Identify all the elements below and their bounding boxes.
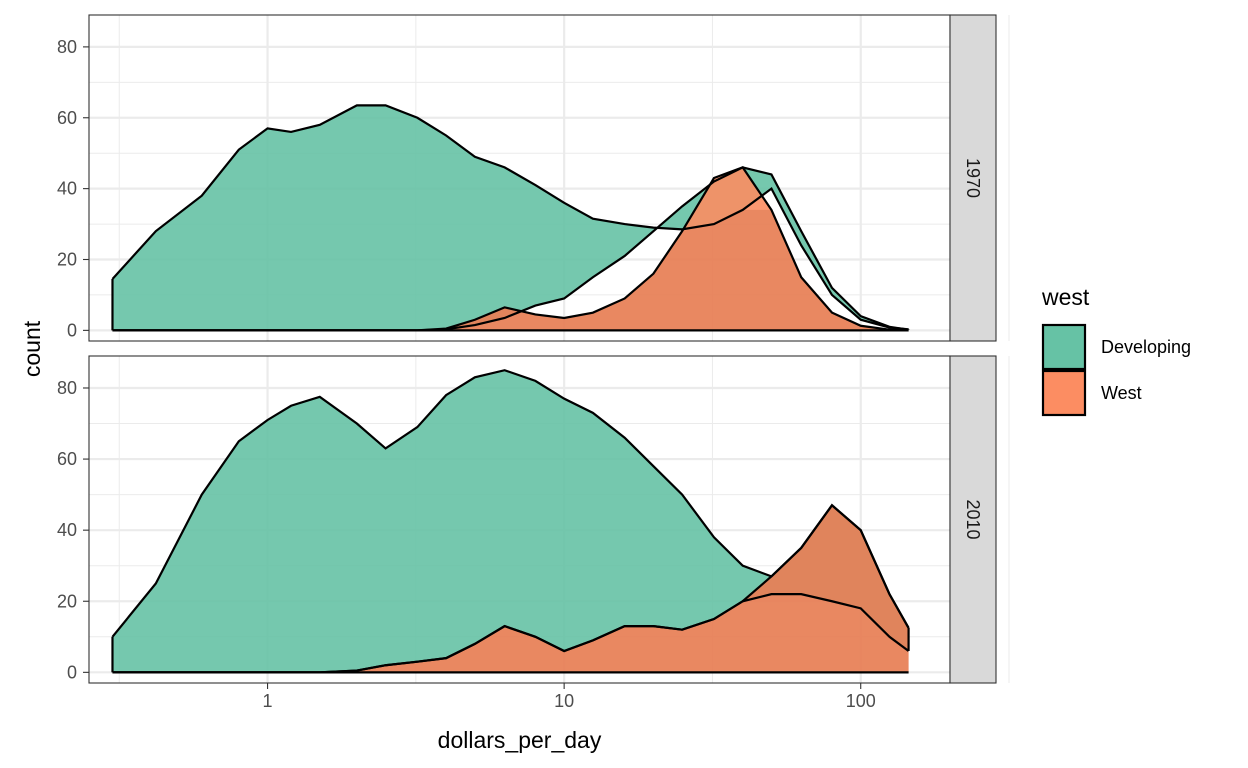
y-tick-label: 80: [57, 378, 77, 398]
y-tick-label: 0: [67, 320, 77, 340]
y-tick-label: 40: [57, 179, 77, 199]
legend-item-developing: Developing: [1041, 323, 1191, 371]
density-areas: [111, 104, 910, 332]
area-developing-2010: [112, 370, 909, 673]
x-tick-label: 100: [846, 691, 876, 711]
y-tick-label: 0: [67, 662, 77, 682]
y-tick-label: 60: [57, 108, 77, 128]
legend: west Developing West: [1041, 284, 1191, 417]
area-west-1970: [112, 167, 909, 331]
y-axis-title: count: [19, 320, 45, 377]
area-west-2010: [112, 505, 909, 673]
area-overlap-2010: [112, 505, 909, 673]
x-axis: 1 10 100: [263, 683, 876, 711]
strip-background: [949, 355, 997, 684]
legend-item-west: West: [1041, 369, 1142, 417]
area-overlap-1970: [112, 209, 909, 331]
y-tick-label: 80: [57, 37, 77, 57]
x-tick-label: 1: [263, 691, 273, 711]
strip-label-1970: 1970: [963, 158, 983, 198]
density-areas: [111, 369, 910, 674]
legend-label-west: West: [1101, 383, 1142, 403]
legend-key-developing: [1041, 323, 1087, 371]
strip-1970: 1970: [949, 14, 997, 342]
x-axis-title: dollars_per_day: [438, 727, 602, 753]
y-tick-label: 20: [57, 250, 77, 270]
y-tick-label: 40: [57, 520, 77, 540]
x-tick-label: 10: [554, 691, 574, 711]
strip-label-2010: 2010: [963, 499, 983, 539]
y-tick-label: 20: [57, 591, 77, 611]
outline-developing-1970: [111, 104, 909, 331]
strip-background: [949, 14, 997, 342]
legend-title: west: [1041, 284, 1090, 310]
strip-2010: 2010: [949, 355, 997, 684]
y-axis-2010: 0 20 40 60 80: [57, 378, 89, 682]
area-developing-1970: [112, 105, 909, 331]
legend-key-west: [1041, 369, 1087, 417]
y-axis-1970: 0 20 40 60 80: [57, 37, 89, 340]
panel-1970: 1970 0 20 40 60 80: [57, 14, 1010, 342]
panel-2010: 2010 0 20 40 60 80: [57, 355, 1010, 684]
y-tick-label: 60: [57, 449, 77, 469]
legend-label-developing: Developing: [1101, 337, 1191, 357]
